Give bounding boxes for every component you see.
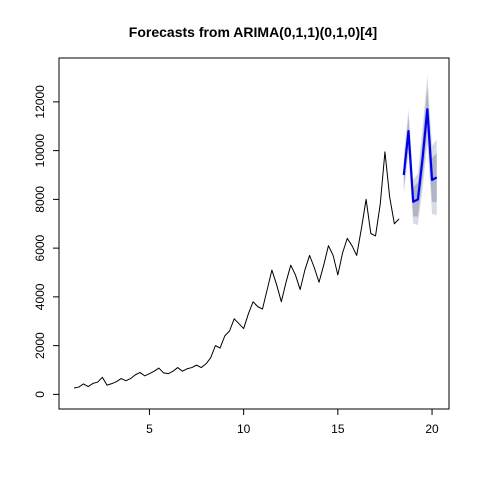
history-line: [73, 151, 400, 389]
x-tick-label: 20: [425, 422, 439, 436]
x-axis: 5 10 15 20: [146, 409, 439, 436]
y-tick-label: 6000: [33, 234, 47, 261]
x-tick-label: 10: [237, 422, 251, 436]
chart-title: Forecasts from ARIMA(0,1,1)(0,1,0)[4]: [129, 24, 377, 40]
y-tick-label: 12000: [33, 85, 47, 119]
y-axis: 0 2000 4000 6000 8000 10000 12000: [33, 85, 59, 398]
x-tick-label: 15: [331, 422, 345, 436]
forecast-line: [402, 108, 438, 203]
y-tick-label: 10000: [33, 134, 47, 168]
series-lines: [73, 108, 438, 389]
plot-frame: [58, 57, 450, 410]
y-tick-label: 0: [33, 391, 47, 398]
x-tick-label: 5: [146, 422, 153, 436]
y-tick-label: 8000: [33, 186, 47, 213]
y-tick-label: 4000: [33, 283, 47, 310]
y-tick-label: 2000: [33, 332, 47, 359]
